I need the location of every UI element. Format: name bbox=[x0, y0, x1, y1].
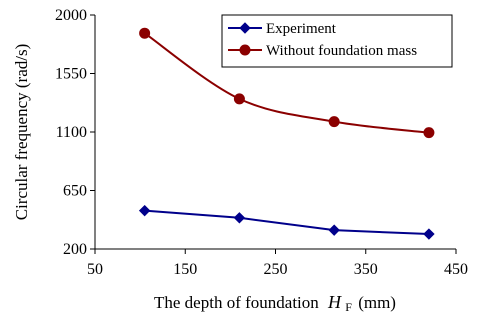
x-axis-title-unit: (mm) bbox=[358, 293, 396, 312]
x-tick-label: 350 bbox=[354, 261, 378, 278]
legend-label: Without foundation mass bbox=[266, 43, 417, 59]
data-point bbox=[328, 224, 340, 236]
legend-marker bbox=[239, 22, 251, 34]
data-point bbox=[138, 204, 151, 217]
x-axis-title-subscript: F bbox=[345, 300, 352, 314]
series-without-foundation-mass bbox=[139, 27, 435, 139]
y-tick-label: 1100 bbox=[56, 124, 87, 141]
data-point bbox=[423, 127, 435, 139]
series-line bbox=[144, 32, 430, 134]
legend-box bbox=[221, 14, 453, 68]
legend-label: Experiment bbox=[266, 21, 337, 37]
legend-marker bbox=[239, 44, 251, 56]
series-layer bbox=[138, 27, 435, 240]
x-axis-title-symbol: H bbox=[327, 292, 342, 312]
y-tick-label: 1550 bbox=[55, 66, 87, 83]
x-tick-label: 250 bbox=[264, 261, 288, 278]
y-tick-label: 650 bbox=[63, 183, 87, 200]
data-point bbox=[423, 228, 435, 240]
legend: Experiment Without foundation mass bbox=[221, 14, 453, 68]
x-tick-label: 50 bbox=[87, 261, 103, 278]
y-tick-label: 200 bbox=[63, 241, 87, 258]
data-point bbox=[139, 27, 151, 39]
x-tick-label: 450 bbox=[444, 261, 468, 278]
series-experiment bbox=[138, 204, 435, 240]
series-line bbox=[144, 209, 429, 236]
data-point bbox=[233, 212, 246, 224]
x-axis-ticks: 50 150 250 350 450 bbox=[87, 249, 468, 278]
y-axis-title: Circular frequency (rad/s) bbox=[12, 44, 31, 221]
x-tick-label: 150 bbox=[173, 261, 197, 278]
data-point bbox=[233, 93, 245, 105]
x-axis-title-text: The depth of foundation bbox=[154, 293, 319, 312]
y-tick-label: 2000 bbox=[55, 7, 87, 24]
y-axis-ticks: 200 650 1100 1550 2000 bbox=[55, 7, 95, 258]
data-point bbox=[328, 116, 340, 128]
x-axis-title: The depth of foundation H F (mm) bbox=[154, 292, 396, 315]
